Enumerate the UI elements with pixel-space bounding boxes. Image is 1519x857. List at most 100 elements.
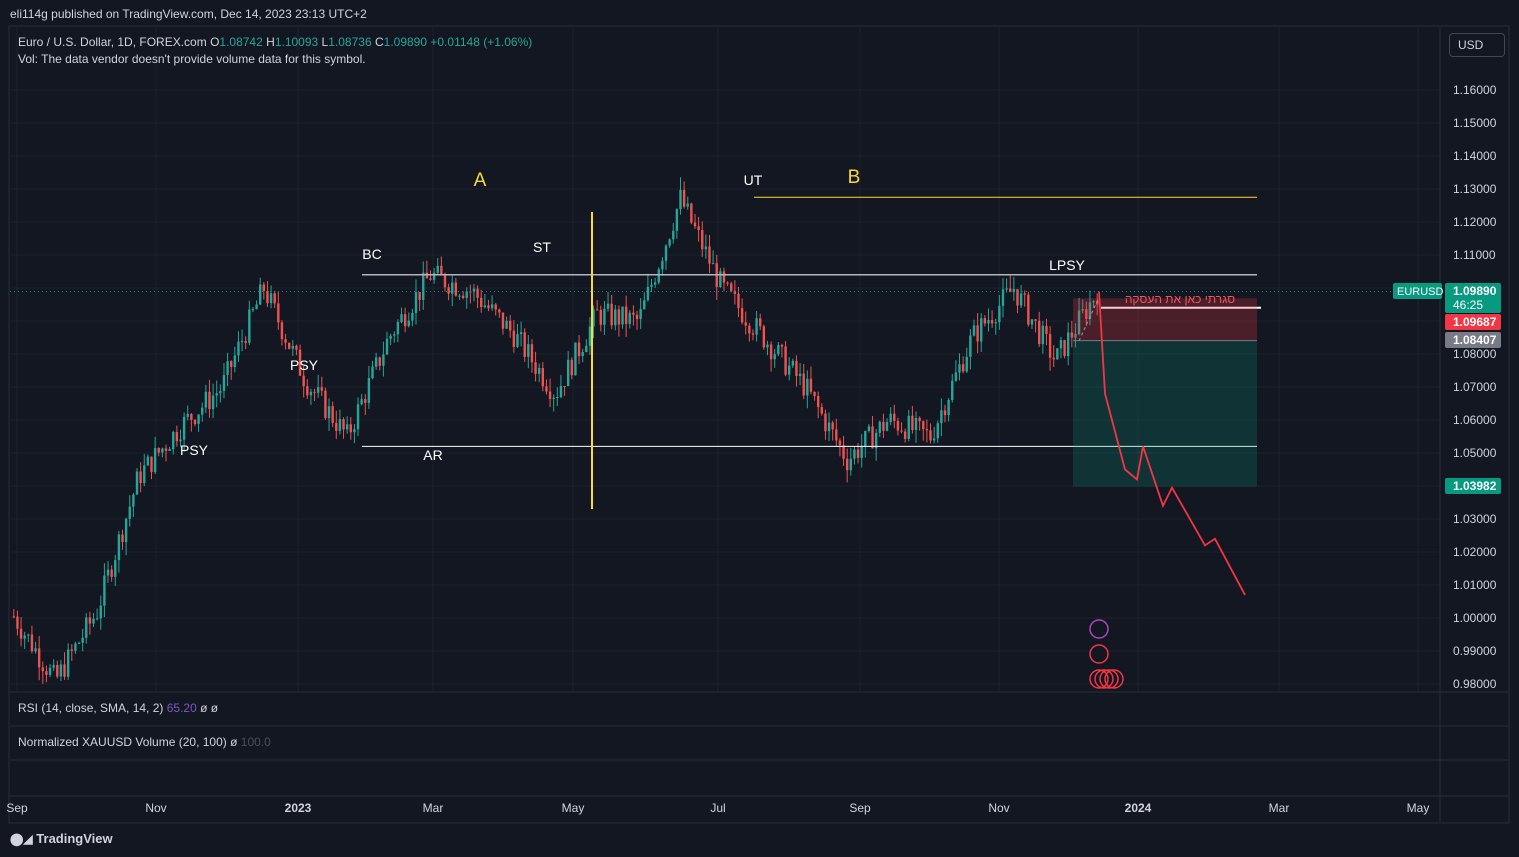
candle-body — [81, 637, 84, 643]
y-tick-label: 1.14000 — [1453, 149, 1497, 163]
price-tag — [1445, 283, 1501, 313]
candle-body — [371, 366, 374, 379]
candle-body — [849, 458, 853, 471]
symbol-legend[interactable]: Euro / U.S. Dollar, 1D, FOREX.com O1.087… — [18, 35, 532, 49]
candle-body — [780, 344, 784, 347]
candle-body — [106, 569, 110, 576]
candle-body — [1085, 309, 1088, 319]
candle-body — [353, 429, 356, 433]
candle-body — [748, 325, 751, 334]
candle-body — [244, 341, 247, 343]
candle-body — [411, 312, 414, 321]
axes-layer: 1.16000 1.15000 1.14000 1.13000 1.12000 1.110… — [6, 83, 1496, 815]
candle-body — [266, 290, 269, 304]
x-tick-label: 2024 — [1125, 801, 1152, 815]
candle-body — [30, 634, 34, 652]
candle-body — [831, 422, 834, 430]
y-tick-label: 1.12000 — [1453, 215, 1497, 229]
candle-body — [494, 304, 497, 310]
event-marker-icon — [1094, 669, 1114, 689]
price-tag-value: 1.03982 — [1453, 479, 1497, 493]
candle-body — [820, 406, 824, 414]
candle-body — [1038, 320, 1041, 345]
candle-body — [52, 665, 55, 668]
candle-body — [675, 209, 679, 231]
candle-body — [132, 494, 135, 507]
candle-body — [827, 422, 831, 432]
price-tag-value: 1.08407 — [1453, 333, 1497, 347]
annotation-label: LPSY — [1049, 257, 1085, 273]
candle-body — [186, 413, 189, 417]
candle-body — [364, 399, 367, 403]
volume-note: Vol: The data vendor doesn't provide vol… — [18, 52, 366, 66]
candle-body — [686, 203, 689, 207]
candle-body — [230, 361, 233, 368]
event-marker-icon — [1089, 644, 1109, 664]
y-tick-label: 1.05000 — [1453, 446, 1497, 460]
candle-body — [1067, 332, 1070, 357]
tradingview-logo[interactable]: ⬤◢ TradingView — [10, 831, 113, 846]
candle-body — [1074, 333, 1077, 338]
candle-body — [867, 426, 871, 431]
candle-body — [722, 271, 726, 283]
y-tick-label: 0.98000 — [1453, 677, 1497, 691]
candle-body — [740, 308, 744, 323]
currency-button[interactable]: USD — [1449, 33, 1505, 57]
volume-label: Normalized XAUUSD Volume (20, 100) — [18, 735, 227, 749]
candle-body — [577, 342, 581, 357]
candle-body — [845, 458, 849, 471]
candle-body — [976, 325, 979, 342]
candle-body — [537, 367, 541, 374]
candle-body — [429, 278, 432, 280]
candle-body — [269, 293, 273, 304]
candle-body — [211, 395, 215, 410]
candle-body — [146, 456, 150, 466]
candle-body — [313, 391, 316, 393]
candle-body — [592, 309, 595, 327]
candle-body — [103, 575, 106, 606]
candle-body — [882, 421, 885, 431]
candle-body — [643, 300, 646, 310]
candle-body — [1052, 357, 1055, 360]
candle-body — [382, 354, 385, 366]
rsi-legend[interactable]: RSI (14, close, SMA, 14, 2) 65.20 ø ø — [18, 701, 218, 715]
candle-body — [251, 309, 255, 311]
candle-body — [117, 534, 121, 561]
candle-body — [150, 456, 153, 473]
candle-body — [599, 310, 602, 325]
candle-body — [751, 333, 755, 335]
candle-body — [248, 309, 251, 343]
candle-body — [534, 362, 537, 374]
candle-body — [59, 664, 63, 677]
candle-body — [393, 334, 396, 336]
candle-body — [523, 332, 526, 357]
candle-body — [378, 357, 381, 366]
grid — [10, 27, 1508, 822]
candle-body — [664, 245, 668, 261]
candle-body — [646, 286, 650, 301]
candle-body — [324, 390, 327, 419]
candle-body — [284, 339, 287, 343]
position-target-zone — [1073, 340, 1257, 487]
candle-body — [907, 415, 910, 439]
candle-body — [737, 293, 740, 309]
candle-body — [730, 283, 733, 291]
y-tick-label: 1.06000 — [1453, 413, 1497, 427]
x-tick-label: Sep — [849, 801, 871, 815]
annotation-label: PSY — [290, 357, 319, 373]
volume-legend[interactable]: Normalized XAUUSD Volume (20, 100) ø 100… — [18, 735, 271, 749]
y-tick-label: 0.99000 — [1453, 644, 1497, 658]
candle-body — [726, 282, 729, 284]
candle-body — [237, 341, 240, 356]
candle-body — [574, 342, 577, 376]
candle-body — [443, 274, 447, 288]
candle-body — [581, 352, 584, 357]
x-tick-label: Mar — [1269, 801, 1290, 815]
candle-body — [458, 295, 461, 297]
x-tick-label: May — [1407, 801, 1430, 815]
candle-body — [374, 357, 378, 367]
candle-body — [480, 297, 483, 308]
low-value: 1.08736 — [328, 35, 372, 49]
candle-body — [280, 322, 284, 340]
